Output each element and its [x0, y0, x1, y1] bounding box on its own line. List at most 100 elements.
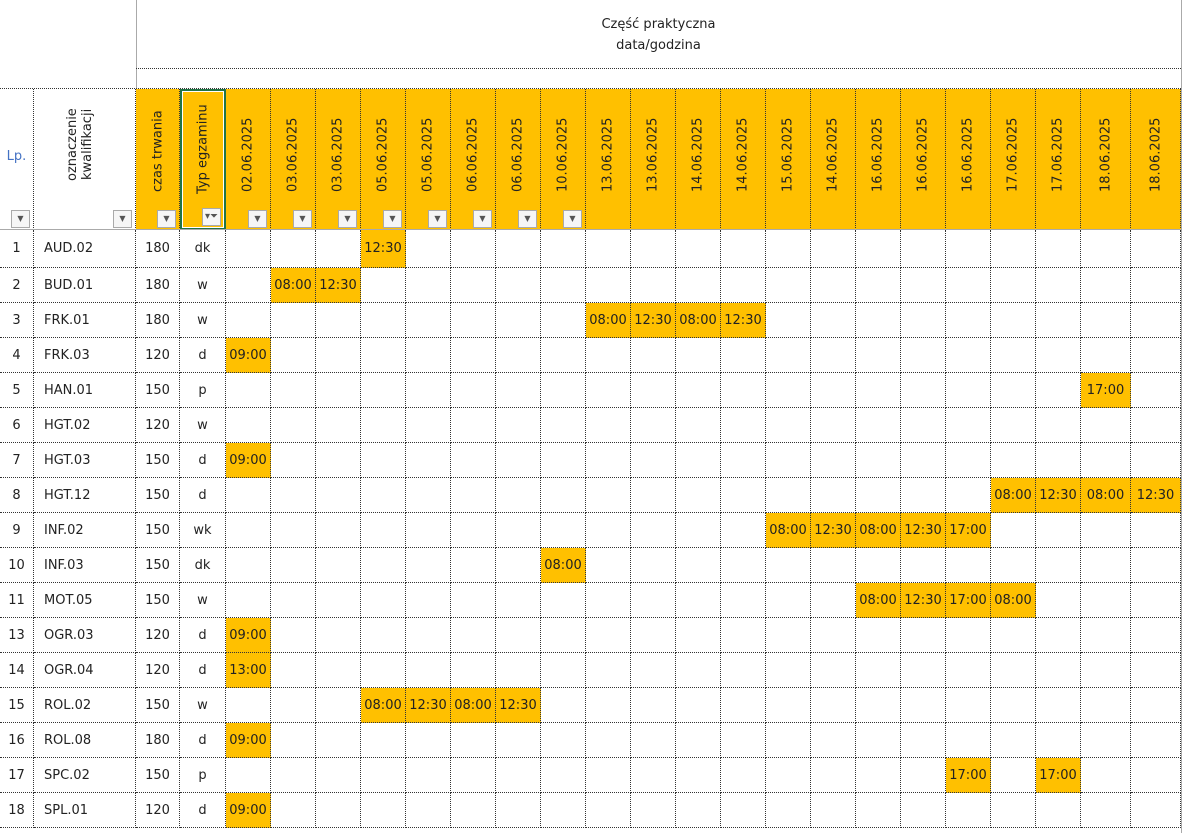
empty-cell[interactable] — [676, 513, 721, 548]
empty-cell[interactable] — [361, 548, 406, 583]
empty-cell[interactable] — [496, 758, 541, 793]
empty-cell[interactable] — [586, 688, 631, 723]
empty-cell[interactable] — [631, 408, 676, 443]
empty-cell[interactable] — [361, 443, 406, 478]
empty-cell[interactable] — [361, 303, 406, 338]
filter-dropdown-button[interactable]: ▼ — [293, 210, 312, 228]
row-exam-type[interactable]: dk — [180, 548, 226, 583]
empty-cell[interactable] — [1131, 758, 1181, 793]
empty-cell[interactable] — [676, 688, 721, 723]
row-lp[interactable]: 9 — [0, 513, 34, 548]
empty-cell[interactable] — [991, 793, 1036, 828]
empty-cell[interactable] — [1081, 408, 1131, 443]
row-exam-type[interactable]: p — [180, 373, 226, 408]
empty-cell[interactable] — [676, 758, 721, 793]
empty-cell[interactable] — [1131, 443, 1181, 478]
empty-cell[interactable] — [496, 268, 541, 303]
empty-cell[interactable] — [631, 513, 676, 548]
empty-cell[interactable] — [946, 268, 991, 303]
empty-cell[interactable] — [541, 230, 586, 268]
empty-cell[interactable] — [811, 373, 856, 408]
empty-cell[interactable] — [991, 338, 1036, 373]
empty-cell[interactable] — [676, 548, 721, 583]
empty-cell[interactable] — [496, 618, 541, 653]
empty-cell[interactable] — [226, 373, 271, 408]
row-exam-type[interactable]: p — [180, 758, 226, 793]
empty-cell[interactable] — [766, 443, 811, 478]
row-qualification-code[interactable]: ROL.02 — [34, 688, 136, 723]
empty-cell[interactable] — [721, 583, 766, 618]
exam-time-cell[interactable]: 08:00 — [586, 303, 631, 338]
empty-cell[interactable] — [496, 408, 541, 443]
empty-cell[interactable] — [406, 443, 451, 478]
empty-cell[interactable] — [406, 723, 451, 758]
empty-cell[interactable] — [766, 653, 811, 688]
empty-cell[interactable] — [541, 373, 586, 408]
empty-cell[interactable] — [451, 513, 496, 548]
row-duration[interactable]: 150 — [136, 478, 180, 513]
empty-cell[interactable] — [856, 268, 901, 303]
empty-cell[interactable] — [406, 653, 451, 688]
empty-cell[interactable] — [721, 653, 766, 688]
exam-time-cell[interactable]: 09:00 — [226, 443, 271, 478]
exam-time-cell[interactable]: 12:30 — [361, 230, 406, 268]
empty-cell[interactable] — [766, 478, 811, 513]
exam-time-cell[interactable]: 08:00 — [856, 583, 901, 618]
row-exam-type[interactable]: w — [180, 408, 226, 443]
empty-cell[interactable] — [1036, 583, 1081, 618]
empty-cell[interactable] — [1131, 230, 1181, 268]
filter-dropdown-button[interactable]: ▼ — [338, 210, 357, 228]
empty-cell[interactable] — [631, 723, 676, 758]
row-lp[interactable]: 15 — [0, 688, 34, 723]
empty-cell[interactable] — [766, 548, 811, 583]
empty-cell[interactable] — [631, 548, 676, 583]
empty-cell[interactable] — [991, 303, 1036, 338]
empty-cell[interactable] — [541, 443, 586, 478]
empty-cell[interactable] — [1081, 618, 1131, 653]
filter-dropdown-button[interactable]: ▼ — [113, 210, 132, 228]
empty-cell[interactable] — [811, 268, 856, 303]
empty-cell[interactable] — [856, 443, 901, 478]
empty-cell[interactable] — [631, 618, 676, 653]
empty-cell[interactable] — [1036, 443, 1081, 478]
empty-cell[interactable] — [631, 758, 676, 793]
row-lp[interactable]: 16 — [0, 723, 34, 758]
row-lp[interactable]: 8 — [0, 478, 34, 513]
empty-cell[interactable] — [316, 618, 361, 653]
empty-cell[interactable] — [316, 723, 361, 758]
exam-time-cell[interactable]: 12:30 — [721, 303, 766, 338]
filter-dropdown-button[interactable]: ▼ — [428, 210, 447, 228]
empty-cell[interactable] — [586, 230, 631, 268]
empty-cell[interactable] — [946, 723, 991, 758]
empty-cell[interactable] — [586, 653, 631, 688]
filter-dropdown-button[interactable]: ▼ — [383, 210, 402, 228]
empty-cell[interactable] — [901, 653, 946, 688]
exam-time-cell[interactable]: 08:00 — [541, 548, 586, 583]
empty-cell[interactable] — [946, 688, 991, 723]
empty-cell[interactable] — [271, 653, 316, 688]
empty-cell[interactable] — [721, 513, 766, 548]
empty-cell[interactable] — [856, 723, 901, 758]
empty-cell[interactable] — [631, 583, 676, 618]
empty-cell[interactable] — [1081, 303, 1131, 338]
exam-time-cell[interactable]: 08:00 — [676, 303, 721, 338]
empty-cell[interactable] — [901, 618, 946, 653]
row-exam-type[interactable]: wk — [180, 513, 226, 548]
empty-cell[interactable] — [586, 583, 631, 618]
empty-cell[interactable] — [1131, 408, 1181, 443]
empty-cell[interactable] — [586, 408, 631, 443]
empty-cell[interactable] — [406, 758, 451, 793]
empty-cell[interactable] — [406, 268, 451, 303]
row-duration[interactable]: 150 — [136, 758, 180, 793]
row-duration[interactable]: 150 — [136, 373, 180, 408]
empty-cell[interactable] — [721, 230, 766, 268]
empty-cell[interactable] — [406, 303, 451, 338]
empty-cell[interactable] — [586, 268, 631, 303]
row-lp[interactable]: 11 — [0, 583, 34, 618]
empty-cell[interactable] — [856, 618, 901, 653]
row-exam-type[interactable]: d — [180, 338, 226, 373]
empty-cell[interactable] — [271, 443, 316, 478]
empty-cell[interactable] — [856, 408, 901, 443]
empty-cell[interactable] — [586, 513, 631, 548]
empty-cell[interactable] — [811, 583, 856, 618]
